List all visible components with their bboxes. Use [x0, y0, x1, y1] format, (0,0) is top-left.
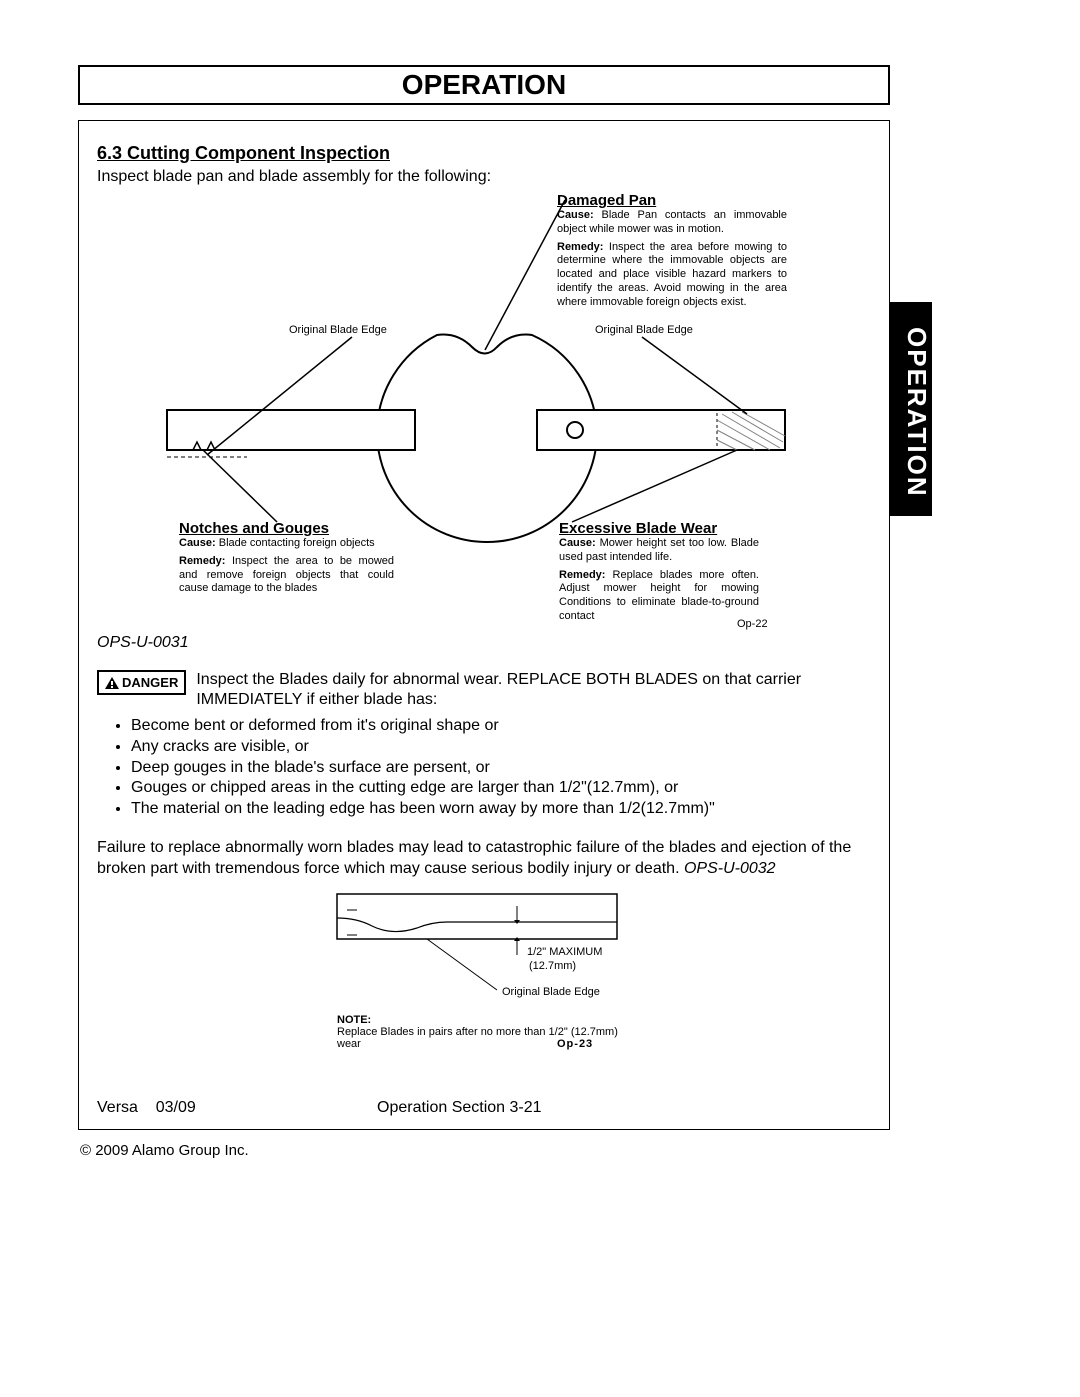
content-border: 6.3 Cutting Component Inspection Inspect…	[78, 120, 890, 1130]
notches-heading: Notches and Gouges	[179, 520, 394, 537]
op23-tag: Op-23	[557, 1038, 593, 1050]
original-edge-right-label: Original Blade Edge	[595, 324, 693, 336]
refcode-1: OPS-U-0031	[97, 634, 871, 652]
cause-text: Blade contacting foreign objects	[216, 537, 375, 549]
original-edge-left-label: Original Blade Edge	[289, 324, 387, 336]
bullet-item: The material on the leading edge has bee…	[131, 799, 871, 820]
warning-icon	[105, 677, 119, 689]
failure-paragraph: Failure to replace abnormally worn blade…	[97, 838, 871, 880]
bullet-item: Gouges or chipped areas in the cutting e…	[131, 778, 871, 799]
callout-notches: Notches and Gouges Cause: Blade contacti…	[179, 520, 394, 596]
remedy-label: Remedy:	[179, 555, 225, 567]
notches-remedy: Remedy: Inspect the area to be mowed and…	[179, 555, 394, 596]
page-header-box: OPERATION	[78, 65, 890, 105]
note-label: NOTE:	[337, 1014, 371, 1026]
footer-left: Versa 03/09	[97, 1099, 377, 1117]
section-heading: 6.3 Cutting Component Inspection	[97, 143, 871, 164]
damaged-pan-remedy: Remedy: Inspect the area before mowing t…	[557, 241, 787, 310]
danger-text: Inspect the Blades daily for abnormal we…	[196, 670, 871, 710]
danger-badge: DANGER	[97, 670, 186, 695]
op22-tag: Op-22	[737, 618, 768, 630]
bullet-item: Become bent or deformed from it's origin…	[131, 716, 871, 737]
footer-row: Versa 03/09 Operation Section 3-21	[97, 1099, 871, 1117]
diagram-blade-pan: Damaged Pan Cause: Blade Pan contacts an…	[97, 192, 871, 632]
refcode-2: OPS-U-0032	[684, 860, 776, 877]
callout-damaged-pan: Damaged Pan Cause: Blade Pan contacts an…	[557, 192, 787, 309]
excessive-heading: Excessive Blade Wear	[559, 520, 759, 537]
callout-excessive: Excessive Blade Wear Cause: Mower height…	[559, 520, 759, 624]
footer-product: Versa	[97, 1099, 138, 1116]
copyright: © 2009 Alamo Group Inc.	[80, 1142, 249, 1159]
footer-section: Operation Section 3-21	[377, 1099, 871, 1117]
page-title: OPERATION	[80, 67, 888, 103]
excessive-cause: Cause: Mower height set too low. Blade u…	[559, 537, 759, 565]
diagram-blade-wear: 1/2" MAXIMUM (12.7mm) Original Blade Edg…	[97, 890, 871, 1060]
remedy-label: Remedy:	[559, 569, 605, 581]
cause-label: Cause:	[557, 209, 594, 221]
d2-edge-label: Original Blade Edge	[502, 986, 600, 998]
cause-label: Cause:	[559, 537, 596, 549]
bullet-item: Deep gouges in the blade's surface are p…	[131, 758, 871, 779]
danger-row: DANGER Inspect the Blades daily for abno…	[97, 670, 871, 710]
max-label: 1/2" MAXIMUM	[527, 946, 602, 958]
remedy-label: Remedy:	[557, 241, 603, 253]
danger-bullets: Become bent or deformed from it's origin…	[119, 716, 871, 820]
bullet-item: Any cracks are visible, or	[131, 737, 871, 758]
excessive-remedy: Remedy: Replace blades more often. Adjus…	[559, 569, 759, 624]
notches-cause: Cause: Blade contacting foreign objects	[179, 537, 394, 551]
footer-date: 03/09	[156, 1099, 196, 1116]
danger-label: DANGER	[122, 675, 178, 690]
cause-label: Cause:	[179, 537, 216, 549]
damaged-pan-heading: Damaged Pan	[557, 192, 787, 209]
damaged-pan-cause: Cause: Blade Pan contacts an immovable o…	[557, 209, 787, 237]
side-tab-operation: OPERATION	[890, 302, 932, 516]
section-intro: Inspect blade pan and blade assembly for…	[97, 168, 871, 186]
max-sub: (12.7mm)	[529, 960, 576, 972]
